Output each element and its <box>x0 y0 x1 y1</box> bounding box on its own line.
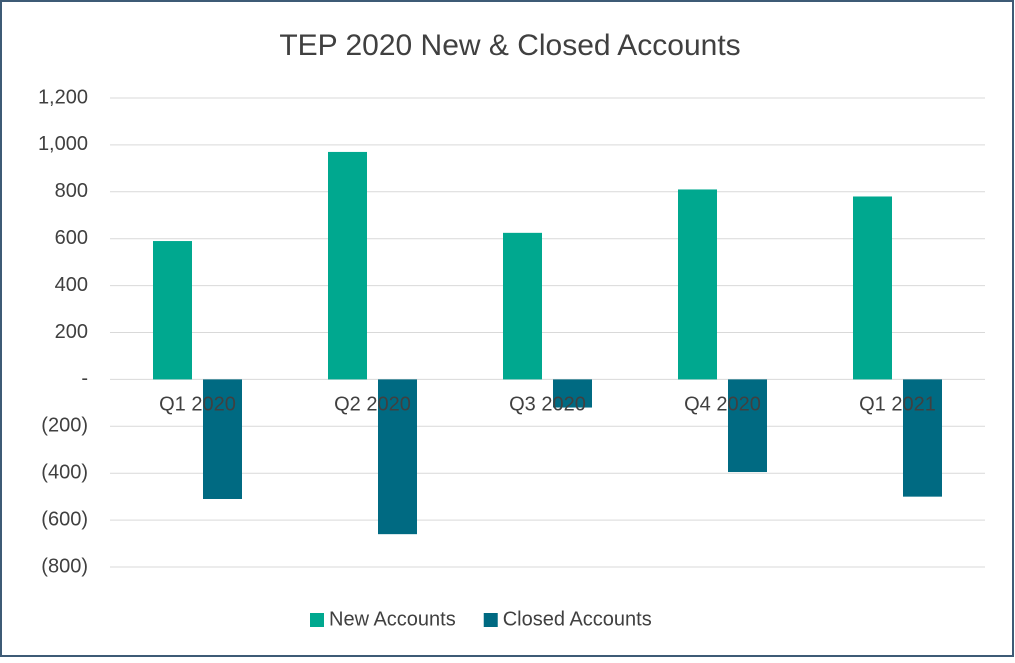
bar <box>328 151 367 380</box>
legend-swatch <box>483 613 498 627</box>
bar <box>553 379 592 408</box>
y-tick-label: (800) <box>41 555 88 577</box>
chart-title: TEP 2020 New & Closed Accounts <box>279 29 740 62</box>
y-tick-label: (600) <box>41 508 88 530</box>
legend-label: Closed Accounts <box>503 608 652 630</box>
y-tick-label: - <box>81 368 88 390</box>
legend-swatch <box>310 613 324 627</box>
bar <box>503 232 542 380</box>
y-tick-label: 1,000 <box>38 133 88 155</box>
bar <box>903 379 942 497</box>
bar <box>153 241 192 380</box>
y-tick-label: (400) <box>41 461 88 483</box>
y-tick-label: 200 <box>55 321 88 343</box>
y-tick-label: 800 <box>55 180 88 202</box>
bar <box>853 196 892 380</box>
y-tick-label: 400 <box>55 274 88 296</box>
x-tick-label: Q4 2020 <box>684 394 761 416</box>
legend-label: New Accounts <box>329 608 456 630</box>
bar <box>728 379 767 473</box>
x-tick-label: Q3 2020 <box>509 394 586 416</box>
y-tick-label: (200) <box>41 415 88 437</box>
y-tick-label: 600 <box>55 227 88 249</box>
x-tick-label: Q1 2021 <box>859 394 936 416</box>
bar <box>378 379 417 535</box>
x-tick-label: Q1 2020 <box>159 394 236 416</box>
x-tick-label: Q2 2020 <box>334 394 411 416</box>
bar <box>678 189 717 380</box>
y-tick-label: 1,200 <box>38 86 88 108</box>
bar <box>203 379 242 499</box>
